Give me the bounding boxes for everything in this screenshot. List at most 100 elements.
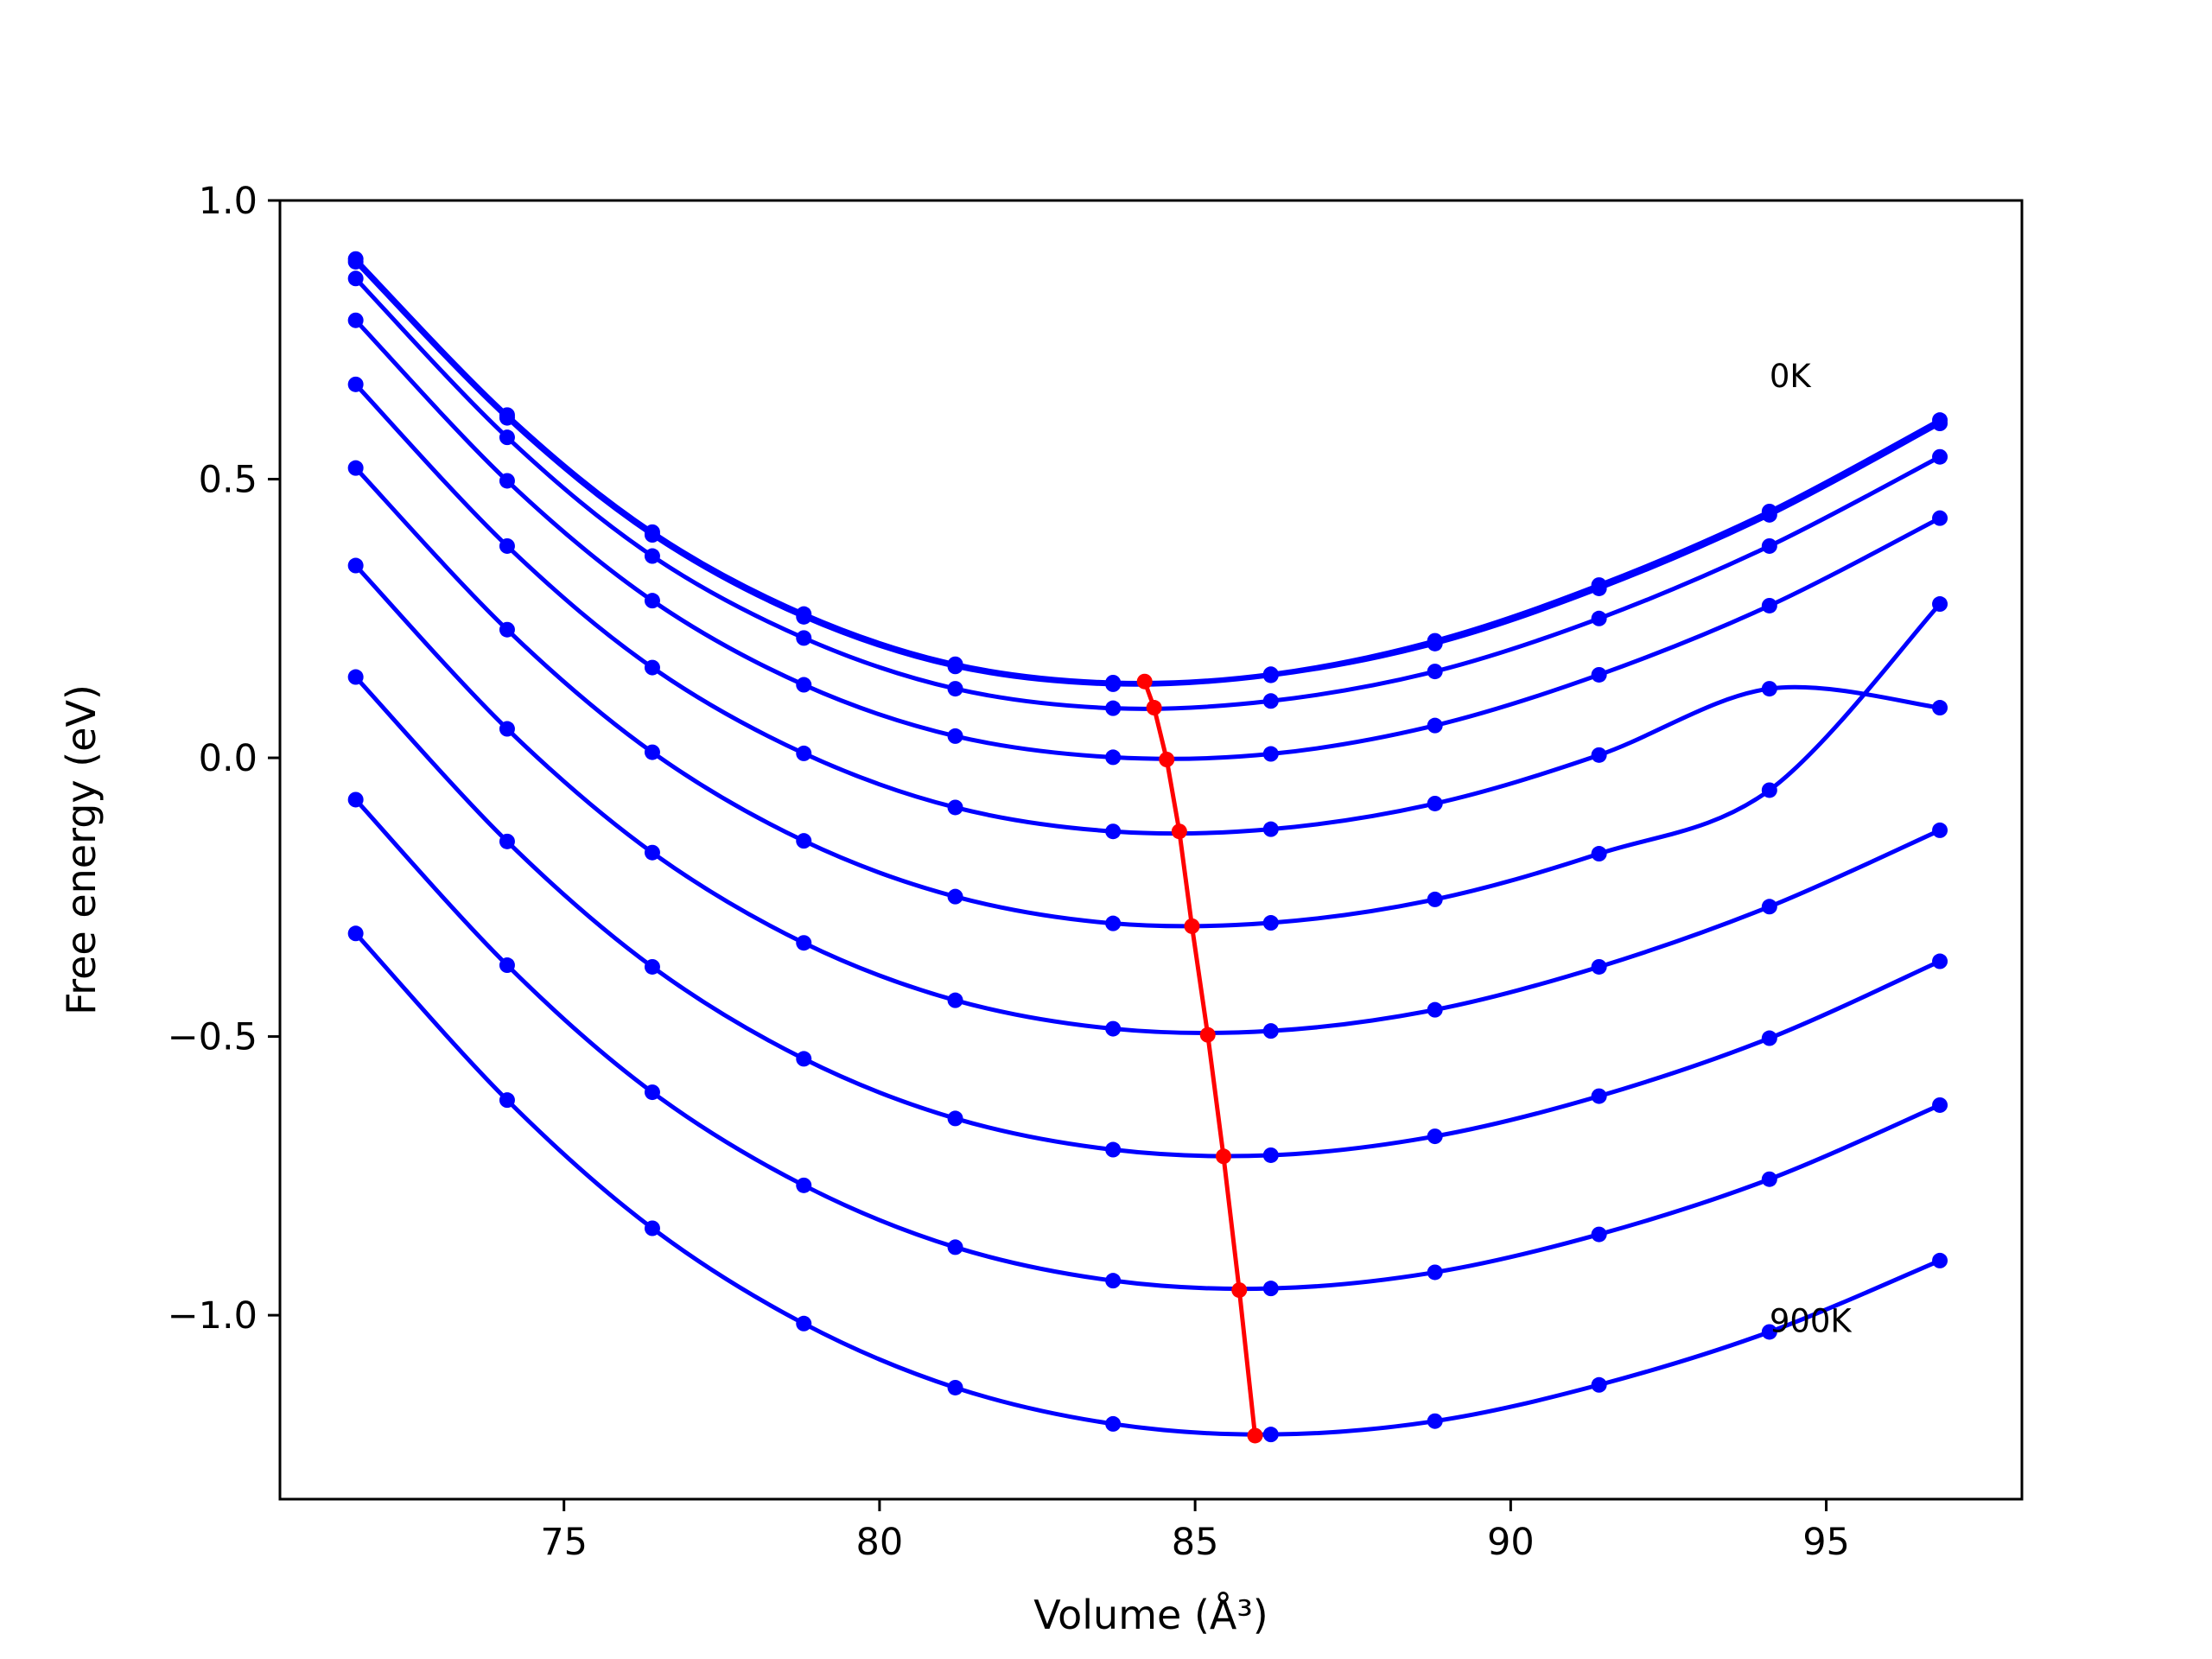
point-7-2 bbox=[644, 958, 660, 975]
point-5-5 bbox=[1105, 915, 1122, 931]
point-8-2 bbox=[644, 1084, 660, 1101]
point-6-10 bbox=[1932, 822, 1948, 838]
point-3-0 bbox=[347, 312, 364, 328]
point-7-3 bbox=[796, 1051, 812, 1067]
minimum-point-6 bbox=[1216, 1148, 1231, 1165]
point-8-3 bbox=[796, 1177, 812, 1193]
point-9-7 bbox=[1427, 1413, 1443, 1429]
point-3-8 bbox=[1591, 666, 1607, 683]
point-2-10 bbox=[1932, 448, 1948, 465]
annotation-0: 0K bbox=[1770, 358, 1813, 395]
point-4-1 bbox=[499, 537, 515, 554]
x-tick-label-4: 95 bbox=[1802, 1521, 1850, 1564]
point-7-10 bbox=[1932, 953, 1948, 969]
point-6-0 bbox=[347, 557, 364, 574]
point-3-10 bbox=[1932, 510, 1948, 526]
point-1-10 bbox=[1932, 416, 1948, 432]
curve-5 bbox=[353, 466, 1942, 929]
x-axis-ticks: 75 80 85 90 95 bbox=[540, 1499, 1850, 1564]
point-1-1 bbox=[499, 410, 515, 426]
point-8-8 bbox=[1591, 1226, 1607, 1243]
curve-7 bbox=[353, 675, 1942, 1159]
point-3-5 bbox=[1105, 749, 1122, 766]
point-2-8 bbox=[1591, 610, 1607, 626]
point-1-3 bbox=[796, 608, 812, 625]
point-9-3 bbox=[796, 1315, 812, 1332]
point-6-4 bbox=[947, 992, 963, 1008]
minimum-point-4 bbox=[1184, 918, 1200, 934]
point-9-1 bbox=[499, 1092, 515, 1109]
point-3-3 bbox=[796, 677, 812, 693]
point-1-0 bbox=[347, 253, 364, 270]
point-7-7 bbox=[1427, 1128, 1443, 1145]
point-6-7 bbox=[1427, 1001, 1443, 1018]
x-tick-label-0: 75 bbox=[540, 1521, 588, 1564]
point-6-9 bbox=[1761, 899, 1777, 915]
minimum-point-7 bbox=[1231, 1282, 1248, 1299]
point-5-4 bbox=[947, 888, 963, 905]
y-tick-label-3: −0.5 bbox=[168, 1016, 257, 1059]
point-7-5 bbox=[1105, 1141, 1122, 1158]
y-axis-label: Free energy (eV) bbox=[58, 684, 105, 1015]
point-4-4 bbox=[947, 799, 963, 816]
point-7-0 bbox=[347, 669, 364, 685]
point-4-2 bbox=[644, 659, 660, 676]
point-6-1 bbox=[499, 721, 515, 737]
y-tick-label-2: 0.0 bbox=[199, 737, 257, 780]
point-1-9 bbox=[1761, 506, 1777, 523]
point-5-9 bbox=[1761, 782, 1777, 798]
point-9-10 bbox=[1932, 1252, 1948, 1268]
y-tick-label-1: 0.5 bbox=[199, 459, 257, 502]
point-2-3 bbox=[796, 630, 812, 646]
point-1-5 bbox=[1105, 676, 1122, 692]
point-9-5 bbox=[1105, 1415, 1122, 1432]
point-8-6 bbox=[1262, 1281, 1279, 1297]
point-3-6 bbox=[1262, 746, 1279, 762]
point-7-1 bbox=[499, 833, 515, 849]
point-8-4 bbox=[947, 1239, 963, 1255]
point-2-9 bbox=[1761, 537, 1777, 554]
point-2-5 bbox=[1105, 700, 1122, 716]
point-1-8 bbox=[1591, 580, 1607, 596]
point-1-6 bbox=[1262, 667, 1279, 683]
point-5-1 bbox=[499, 621, 515, 638]
point-5-7 bbox=[1427, 891, 1443, 907]
point-7-6 bbox=[1262, 1147, 1279, 1163]
curve-8 bbox=[353, 798, 1942, 1292]
point-2-0 bbox=[347, 270, 364, 287]
point-7-8 bbox=[1591, 1088, 1607, 1104]
minimum-point-5 bbox=[1199, 1027, 1216, 1043]
point-3-7 bbox=[1427, 717, 1443, 734]
y-tick-label-4: −1.0 bbox=[168, 1294, 257, 1338]
point-9-0 bbox=[347, 925, 364, 942]
point-4-8 bbox=[1591, 747, 1607, 763]
point-5-3 bbox=[796, 833, 812, 849]
point-2-1 bbox=[499, 429, 515, 446]
point-5-0 bbox=[347, 460, 364, 476]
curves-layer bbox=[353, 257, 1942, 1437]
point-4-7 bbox=[1427, 795, 1443, 811]
point-4-0 bbox=[347, 376, 364, 392]
point-3-2 bbox=[644, 593, 660, 609]
point-6-5 bbox=[1105, 1020, 1122, 1037]
curve-9 bbox=[353, 931, 1942, 1437]
point-2-6 bbox=[1262, 693, 1279, 709]
y-axis-ticks: 1.0 0.5 0.0 −0.5 −1.0 bbox=[168, 180, 280, 1338]
point-8-9 bbox=[1761, 1171, 1777, 1187]
point-2-7 bbox=[1427, 664, 1443, 680]
point-4-10 bbox=[1932, 700, 1948, 716]
minimum-point-3 bbox=[1171, 823, 1187, 840]
point-9-9 bbox=[1761, 1324, 1777, 1340]
point-8-7 bbox=[1427, 1264, 1443, 1281]
point-8-10 bbox=[1932, 1096, 1948, 1113]
point-3-1 bbox=[499, 473, 515, 489]
minimum-point-0 bbox=[1136, 673, 1153, 690]
point-7-4 bbox=[947, 1110, 963, 1127]
point-1-7 bbox=[1427, 635, 1443, 652]
curve-4 bbox=[353, 383, 1941, 836]
point-8-5 bbox=[1105, 1273, 1122, 1289]
plot-frame bbox=[278, 199, 2024, 1501]
annotation-1: 900K bbox=[1770, 1302, 1853, 1339]
point-6-6 bbox=[1262, 1023, 1279, 1039]
